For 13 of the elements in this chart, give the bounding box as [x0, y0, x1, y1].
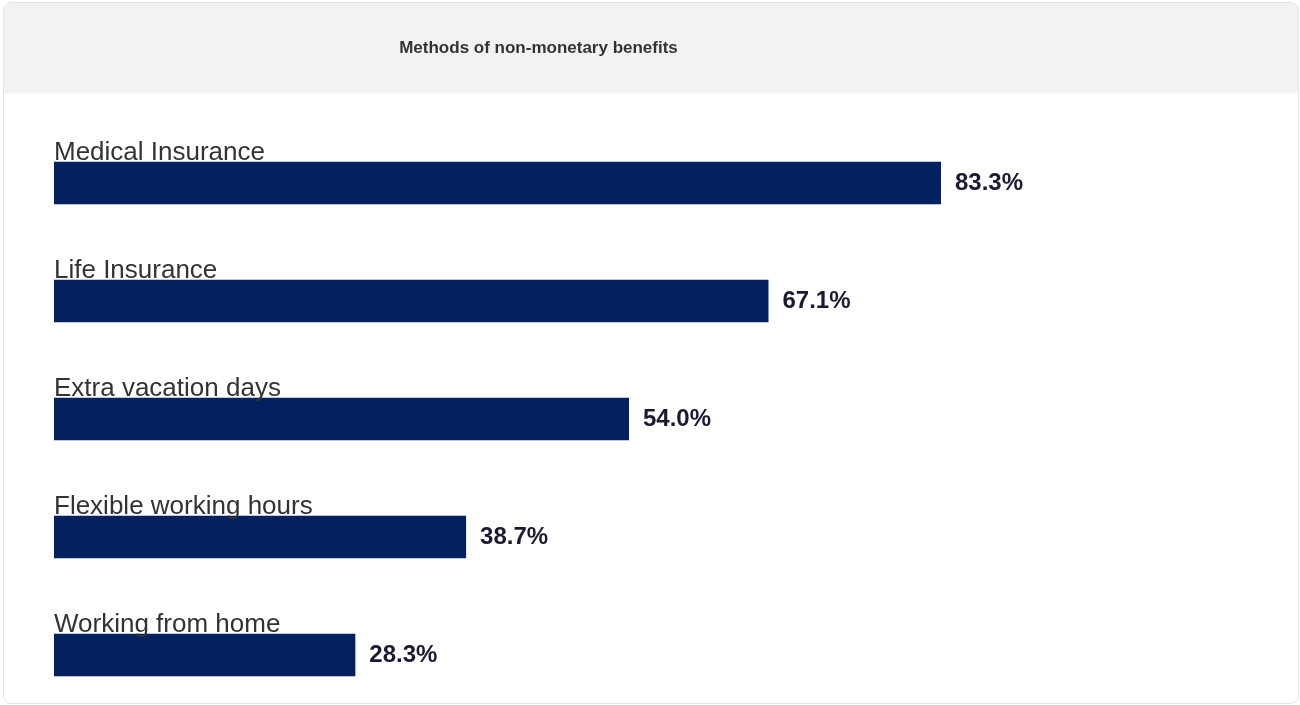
y-tick-label: Working from home: [54, 608, 281, 638]
data-label: 54.0%: [643, 404, 712, 431]
y-tick-label: Life Insurance: [54, 254, 218, 284]
y-tick-label: Extra vacation days: [54, 372, 281, 402]
data-label: 67.1%: [782, 286, 851, 313]
bar: [54, 161, 941, 205]
data-label: 83.3%: [955, 168, 1024, 195]
data-label: 38.7%: [480, 522, 549, 549]
data-label: 28.3%: [369, 640, 438, 667]
chart-title: Methods of non-monetary benefits: [399, 38, 678, 57]
bar: [54, 279, 769, 323]
y-tick-label: Medical Insurance: [54, 136, 265, 166]
y-tick-label: Flexible working hours: [54, 490, 313, 520]
